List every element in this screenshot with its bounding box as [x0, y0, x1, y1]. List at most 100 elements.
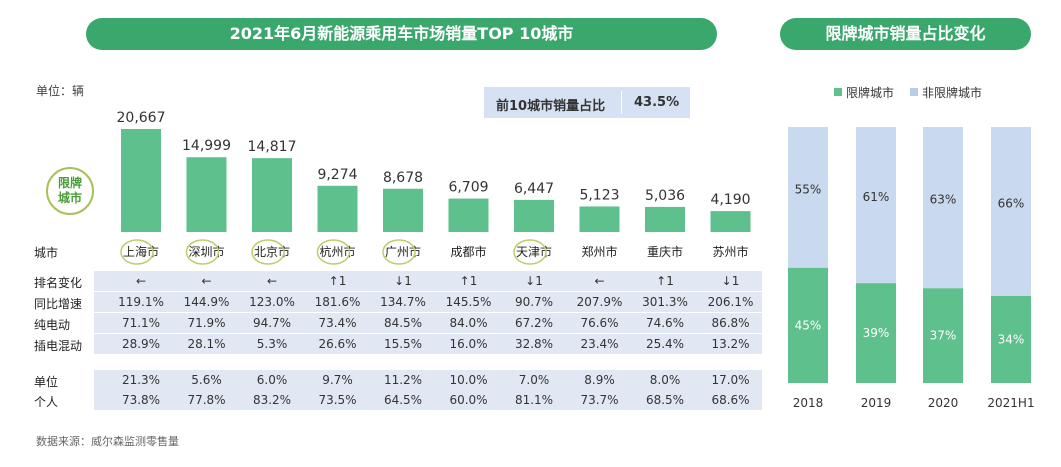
city-sales-bar — [579, 206, 620, 232]
stack-label-unrestricted: 66% — [998, 196, 1025, 210]
table-cell-yoy: 90.7% — [514, 295, 554, 309]
table-cell-yoy: 206.1% — [707, 295, 754, 309]
city-sales-bar-chart: 20,667 上海市 14,999 深圳市 14,817 北京市 9,274 杭州市 8,678… — [117, 110, 751, 265]
table-band-yoy — [94, 292, 762, 312]
table-cell-phev: 26.6% — [318, 337, 357, 351]
table-cell-personal: 60.0% — [449, 393, 488, 407]
table-cell-rank: ← — [594, 274, 605, 288]
stack-segment-unrestricted — [923, 127, 963, 289]
city-sales-bar — [317, 185, 358, 232]
city-sales-bar — [252, 158, 292, 232]
stack-label-restricted: 45% — [795, 318, 822, 332]
table-cell-rank: ↓1 — [394, 274, 412, 288]
stack-label-restricted: 39% — [863, 326, 890, 340]
table-cell-bev: 67.2% — [514, 316, 554, 330]
table-band-bev — [94, 313, 762, 333]
table-cell-org: 21.3% — [121, 373, 161, 387]
unit-label: 单位：辆 — [36, 84, 85, 98]
stack-label-unrestricted: 61% — [863, 190, 890, 204]
table-cell-phev: 25.4% — [645, 337, 685, 351]
table-cell-bev: 73.4% — [318, 316, 357, 330]
city-sales-bar — [383, 188, 423, 232]
table-cell-yoy: 123.0% — [249, 295, 295, 309]
year-axis-label: 2018 — [793, 396, 824, 410]
stack-segment-restricted — [856, 283, 896, 383]
table-cell-phev: 13.2% — [711, 337, 750, 351]
table-cell-personal: 77.8% — [187, 393, 226, 407]
bar-value-label: 4,190 — [710, 192, 750, 208]
table-cell-personal: 64.5% — [383, 393, 423, 407]
restricted-city-marker — [251, 239, 285, 265]
table-cell-rank: ↑1 — [328, 274, 347, 288]
table-cell-bev: 76.6% — [580, 316, 619, 330]
row-label-city: 城市 — [34, 246, 59, 260]
table-cell-personal: 81.1% — [514, 393, 554, 407]
bar-value-label: 20,667 — [117, 110, 166, 126]
table-cell-personal: 73.7% — [580, 393, 619, 407]
restricted-city-marker — [185, 239, 220, 265]
table-cell-personal: 83.2% — [252, 393, 292, 407]
table-cell-rank: ← — [135, 274, 147, 288]
row-label-phev: 插电混动 — [34, 339, 83, 353]
table-cell-phev: 28.1% — [187, 337, 226, 351]
city-name-label: 郑州市 — [581, 244, 617, 259]
top10-share-label: 前10城市销量占比 — [496, 99, 606, 114]
restricted-city-marker — [120, 239, 154, 265]
share-divider — [621, 91, 622, 114]
table-cell-bev: 74.6% — [645, 316, 685, 330]
table-cell-org: 17.0% — [711, 373, 750, 387]
top10-share-box: 前10城市销量占比 43.5% — [484, 87, 690, 118]
table-cell-bev: 94.7% — [252, 316, 292, 330]
row-label-bev: 纯电动 — [34, 318, 71, 332]
stack-label-restricted: 37% — [930, 329, 957, 343]
table-cell-org: 5.6% — [191, 373, 222, 387]
row-label-yoy: 同比增速 — [34, 297, 83, 311]
table-cell-phev: 23.4% — [580, 337, 619, 351]
table-cell-personal: 68.6% — [711, 393, 750, 407]
city-sales-bar — [514, 199, 554, 232]
table-cell-bev: 84.0% — [449, 316, 488, 330]
table-cell-bev: 71.1% — [121, 316, 161, 330]
restricted-city-marker — [382, 239, 416, 265]
table-cell-yoy: 144.9% — [183, 295, 230, 309]
bar-value-label: 6,709 — [448, 180, 488, 196]
city-name-label: 杭州市 — [319, 244, 355, 259]
bar-value-label: 8,678 — [383, 170, 423, 186]
city-name-label: 上海市 — [123, 244, 159, 259]
table-cell-org: 10.0% — [449, 373, 488, 387]
bar-value-label: 5,123 — [579, 187, 619, 203]
row-label-personal: 个人 — [34, 395, 59, 409]
data-source-note: 数据来源：威尔森监测零售量 — [36, 435, 179, 448]
table-cell-bev: 84.5% — [383, 316, 423, 330]
city-name-label: 成都市 — [450, 244, 486, 259]
row-label-org: 单位 — [34, 375, 59, 389]
table-cell-phev: 16.0% — [449, 337, 488, 351]
city-sales-bar — [448, 198, 489, 232]
right-chart-title: 限牌城市销量占比变化 — [780, 18, 1031, 50]
year-axis-label: 2021H1 — [987, 396, 1034, 410]
city-sales-bar — [645, 206, 685, 232]
restricted-city-badge: 限牌 城市 — [46, 167, 94, 215]
table-band-personal — [94, 390, 762, 410]
legend-swatch-restricted — [834, 88, 842, 96]
table-cell-phev: 28.9% — [121, 337, 161, 351]
city-name-label: 重庆市 — [647, 244, 683, 259]
table-cell-bev: 86.8% — [711, 316, 750, 330]
restricted-city-marker — [316, 239, 351, 265]
city-name-label: 深圳市 — [188, 244, 224, 259]
bar-value-label: 14,999 — [182, 138, 231, 154]
stack-segment-unrestricted — [856, 127, 896, 284]
stack-label-unrestricted: 55% — [795, 182, 822, 196]
city-sales-bar — [186, 157, 227, 232]
table-cell-org: 8.9% — [584, 373, 615, 387]
table-cell-yoy: 181.6% — [314, 295, 361, 309]
table-band-org — [94, 370, 762, 390]
table-band-rank — [94, 271, 762, 291]
left-chart-title: 2021年6月新能源乘用车市场销量TOP 10城市 — [86, 18, 717, 50]
stack-segment-unrestricted — [788, 127, 828, 268]
table-cell-rank: ← — [266, 274, 278, 288]
year-axis-label: 2019 — [861, 396, 892, 410]
table-cell-yoy: 145.5% — [445, 295, 492, 309]
table-cell-org: 7.0% — [518, 373, 550, 387]
